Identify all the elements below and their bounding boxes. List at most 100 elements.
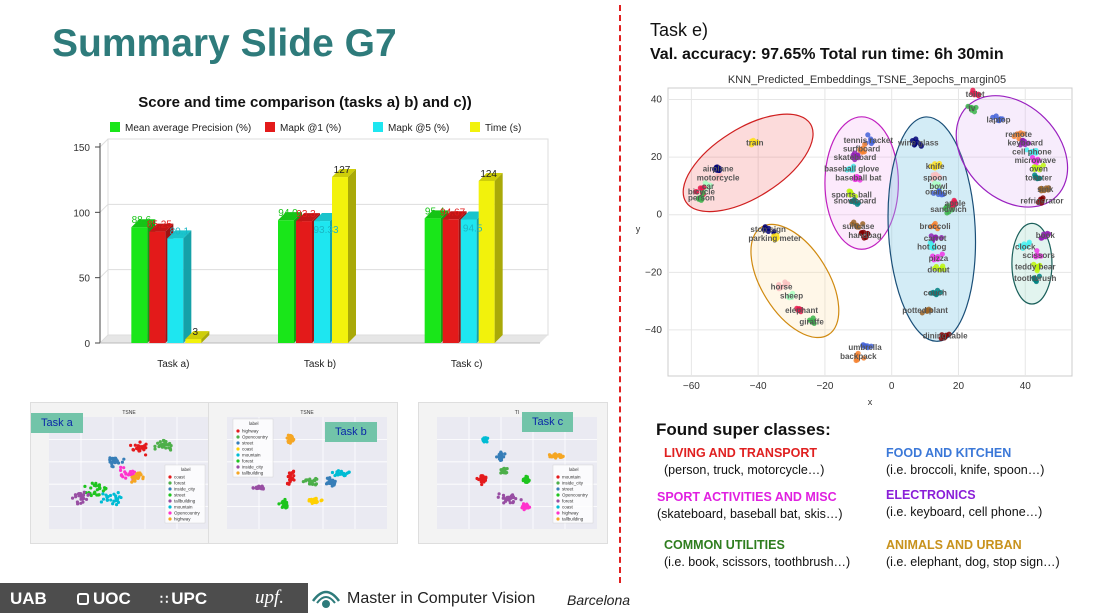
thumbnail-point xyxy=(285,504,289,508)
thumbnail-point xyxy=(508,501,512,505)
embedding-point xyxy=(861,149,867,155)
embedding-point xyxy=(853,353,860,359)
thumbnail-point xyxy=(524,474,528,478)
super-class-ellipse xyxy=(750,223,840,339)
thumbnail-point xyxy=(119,495,123,500)
thumbnail-legend-label: forest xyxy=(242,459,254,464)
thumbnail-point xyxy=(96,484,101,488)
bar-data-label: 3 xyxy=(193,327,199,338)
thumbnail-legend-label: inside_city xyxy=(562,481,584,486)
embedding-point xyxy=(939,251,945,257)
embedding-point xyxy=(850,152,856,158)
embedding-class-label: baseball glove xyxy=(824,165,880,174)
embedding-point xyxy=(868,138,874,144)
thumbnail-point xyxy=(514,497,518,501)
embedding-point xyxy=(1025,140,1032,146)
legend-swatch xyxy=(265,122,275,132)
embedding-point xyxy=(865,132,871,138)
thumbnail-legend-title: label xyxy=(181,467,191,472)
super-class-ellipse xyxy=(824,116,899,250)
y-tick-label: 50 xyxy=(79,274,91,285)
embedding-class-label: scissors xyxy=(1022,251,1055,260)
x-category-label: Task c) xyxy=(451,359,483,370)
thumbnail-point xyxy=(116,491,120,495)
thumbnail-point xyxy=(557,454,561,458)
thumbnail-legend-label: street xyxy=(562,487,574,492)
embedding-point xyxy=(936,188,942,194)
legend-item: Mapk @5 (%) xyxy=(373,122,449,134)
tsne-main-title: KNN_Predicted_Embeddings_TSNE_3epochs_ma… xyxy=(728,74,1006,86)
thumbnail-point xyxy=(499,468,503,472)
legend-label: Mapk @1 (%) xyxy=(280,123,341,134)
embedding-point xyxy=(850,198,856,204)
embedding-point xyxy=(862,141,868,147)
embedding-class-label: backpack xyxy=(840,352,877,361)
bar-data-label: 88.6 xyxy=(132,215,152,226)
embedding-point xyxy=(766,225,772,232)
legend-swatch xyxy=(110,122,120,132)
thumbnail-legend-label: highway xyxy=(174,517,191,522)
embedding-class-label: skateboard xyxy=(834,153,877,162)
bar-data-label: 80.1 xyxy=(170,226,190,237)
x-tick-label: 0 xyxy=(889,381,895,392)
thumbnail-point xyxy=(136,476,140,480)
embedding-class-label: handbag xyxy=(848,231,881,240)
thumbnail-point xyxy=(110,457,115,461)
thumbnail-legend-label: Opencountry xyxy=(242,435,269,440)
legend-item: Time (s) xyxy=(470,122,521,134)
embedding-point xyxy=(1034,268,1040,274)
thumbnail-point xyxy=(99,500,103,504)
embedding-class-label: snowboard xyxy=(834,196,877,205)
thumbnail-point xyxy=(292,474,296,478)
super-class-desc: (i.e. elephant, dog, stop sign…) xyxy=(886,555,1060,569)
thumbnail-point xyxy=(291,469,296,473)
thumbnail-point xyxy=(129,443,133,448)
super-class-desc: (i.e. book, scissors, toothbrush…) xyxy=(664,555,851,569)
embedding-class-label: surfboard xyxy=(843,144,880,153)
thumbnail-point xyxy=(168,446,172,451)
thumbnail-legend-swatch xyxy=(236,471,240,475)
bar-data-label: 93.3 xyxy=(296,209,316,220)
embedding-point xyxy=(999,116,1005,122)
embedding-point xyxy=(1041,187,1047,194)
bar-chart-title: Score and time comparison (tasks a) b) a… xyxy=(138,94,471,111)
thumbnail-point xyxy=(143,453,148,457)
embedding-point xyxy=(1031,276,1037,283)
thumbnail-point xyxy=(104,486,108,491)
legend-item: Mapk @1 (%) xyxy=(265,122,341,134)
thumbnail-legend-label: coast xyxy=(242,447,254,452)
embedding-point xyxy=(969,105,975,111)
thumbnail-point xyxy=(106,495,110,499)
thumbnail-point xyxy=(286,433,290,437)
thumbnail-point xyxy=(83,484,87,489)
thumbnail-point xyxy=(116,500,121,504)
thumbnail-point xyxy=(131,448,136,452)
thumbnail-point xyxy=(110,460,114,464)
embedding-point xyxy=(701,184,707,190)
thumbnail-legend-swatch xyxy=(556,487,560,491)
embedding-class-label: spoon xyxy=(923,173,947,182)
embedding-point xyxy=(928,163,934,169)
thumbnail-point xyxy=(304,478,308,482)
thumbnail-point xyxy=(503,452,507,456)
embedding-point xyxy=(762,225,768,231)
thumbnail-point xyxy=(119,465,123,470)
embedding-point xyxy=(1035,156,1041,162)
embedding-point xyxy=(1011,133,1017,140)
thumbnail-point xyxy=(339,469,344,473)
thumbnail-task-a: TSNE label coast forest inside_city street tal… xyxy=(30,402,220,544)
super-class-name: COMMON UTILITIES xyxy=(664,538,785,552)
embedding-point xyxy=(932,265,938,272)
slide-divider xyxy=(619,5,621,583)
thumbnail-point xyxy=(482,480,486,484)
thumbnail-tag-task-a: Task a xyxy=(31,413,83,433)
embedding-point xyxy=(919,310,925,316)
embedding-class-label: clock xyxy=(1015,242,1036,251)
thumbnail-legend-swatch xyxy=(556,499,560,503)
upf-logo: upf. xyxy=(255,587,285,608)
bar-data-label: 124 xyxy=(480,169,497,180)
embedding-class-label: hot dog xyxy=(917,242,946,251)
thumbnail-point xyxy=(319,499,323,503)
embedding-point xyxy=(705,182,711,188)
thumbnail-legend-label: tallbuilding xyxy=(242,471,264,476)
